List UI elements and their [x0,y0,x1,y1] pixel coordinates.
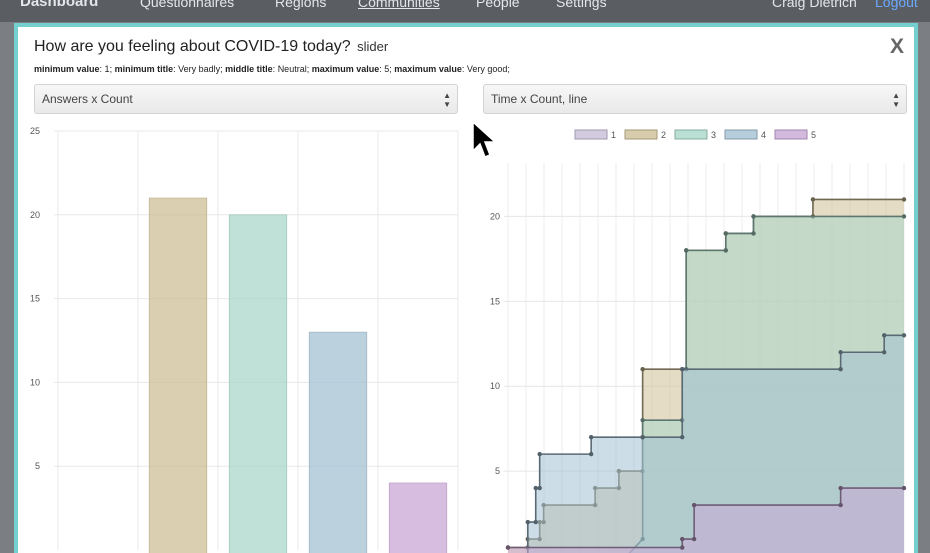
question-title-text: How are you feeling about COVID-19 today… [34,38,351,55]
meta-key: minimum value [34,64,100,74]
point-series-5 [680,536,685,542]
nav-regions[interactable]: Regions [275,0,327,10]
point-series-4 [588,451,594,457]
point-series-4 [882,350,887,355]
point-series-4 [588,434,594,440]
point-series-4 [533,519,538,525]
point-series-3 [684,248,689,253]
point-series-4 [533,485,538,491]
meta-key: maximum value [311,64,380,74]
meta-value: Very badly [178,64,221,74]
bar-y-tick-label: 20 [30,210,40,220]
point-series-5 [691,502,697,508]
left-select-value: Answers x Count [42,92,133,106]
legend-swatch-1 [574,129,608,140]
left-chart-type-select[interactable]: Answers x Count ▲ ▼ [34,84,458,114]
point-series-4 [537,485,542,491]
meta-key: minimum title [114,64,174,74]
select-arrows-icon: ▲ ▼ [892,91,900,109]
point-series-5 [838,502,843,508]
point-series-4 [838,367,843,372]
point-series-5 [901,485,907,491]
nav-dashboard[interactable]: Dashboard [20,0,99,10]
point-series-3 [751,231,756,236]
legend-label-5: 5 [811,130,816,140]
point-series-3 [640,417,645,423]
close-button[interactable]: X [890,35,905,58]
point-series-4 [838,350,843,355]
legend-label-2: 2 [661,130,666,140]
point-series-5 [838,485,843,491]
bar-y-tick-label: 15 [30,294,40,304]
nav-settings[interactable]: Settings [556,0,607,10]
legend-swatch-4 [724,129,758,140]
bar-y-tick-label: 25 [30,126,40,136]
question-meta: minimum value: 1; minimum title: Very ba… [34,64,510,74]
legend-swatch-3 [674,129,708,140]
point-series-4 [525,519,530,525]
point-series-4 [640,434,645,440]
point-series-2 [640,367,645,372]
bar-y-tick-label: 5 [35,461,40,471]
line-y-tick-label: 15 [490,296,500,306]
point-series-5 [505,545,511,550]
legend-label-3: 3 [711,130,716,140]
meta-value: 5 [384,64,390,74]
legend-label-1: 1 [611,130,616,140]
charts-area: 5 10 15 20 25 1 2 3 4 5 5 10 15 20 [30,126,907,553]
point-series-4 [882,333,887,338]
meta-value: Very good [466,64,508,74]
point-series-4 [901,333,907,338]
meta-value: 1 [104,64,110,74]
select-arrows-icon: ▲ ▼ [443,91,451,109]
question-type: slider [357,39,389,54]
meta-key: middle title [225,64,273,74]
area-series-5 [508,488,904,553]
point-series-5 [691,536,697,542]
legend-swatch-2 [624,129,658,140]
line-y-tick-label: 20 [490,211,500,221]
bar-4 [308,331,368,553]
meta-value: Neutral [277,64,307,74]
nav-questionnaires[interactable]: Questionnaires [140,0,235,10]
point-series-3 [723,248,728,253]
line-y-tick-label: 5 [495,466,500,476]
nav-user-name: Craig Dietrich [772,0,857,10]
mouse-pointer-icon [472,121,497,158]
right-chart-type-select[interactable]: Time x Count, line ▲ ▼ [483,84,907,114]
nav-communities[interactable]: Communities [358,0,440,10]
bar-y-tick-label: 10 [30,377,40,387]
meta-key: maximum value [394,64,462,74]
top-navbar: Dashboard Questionnaires Regions Communi… [0,0,930,22]
point-series-5 [680,545,685,550]
nav-logout-link[interactable]: Logout [875,0,918,10]
point-series-3 [723,231,728,236]
nav-people[interactable]: People [476,0,520,10]
point-series-4 [680,367,685,372]
point-series-2 [810,197,816,202]
right-select-value: Time x Count, line [491,92,588,106]
line-y-tick-label: 10 [490,381,500,391]
bar-5 [388,482,448,553]
point-series-2 [901,197,907,202]
question-title: How are you feeling about COVID-19 today… [34,38,388,56]
legend-swatch-5 [774,129,808,140]
point-series-4 [680,434,685,440]
point-series-4 [537,451,542,457]
question-modal: How are you feeling about COVID-19 today… [14,23,918,553]
area-series-4 [527,335,904,553]
point-series-3 [751,214,756,219]
legend-label-4: 4 [761,130,766,140]
bar-2 [148,197,208,553]
point-series-3 [901,214,907,219]
bar-3 [228,214,288,553]
